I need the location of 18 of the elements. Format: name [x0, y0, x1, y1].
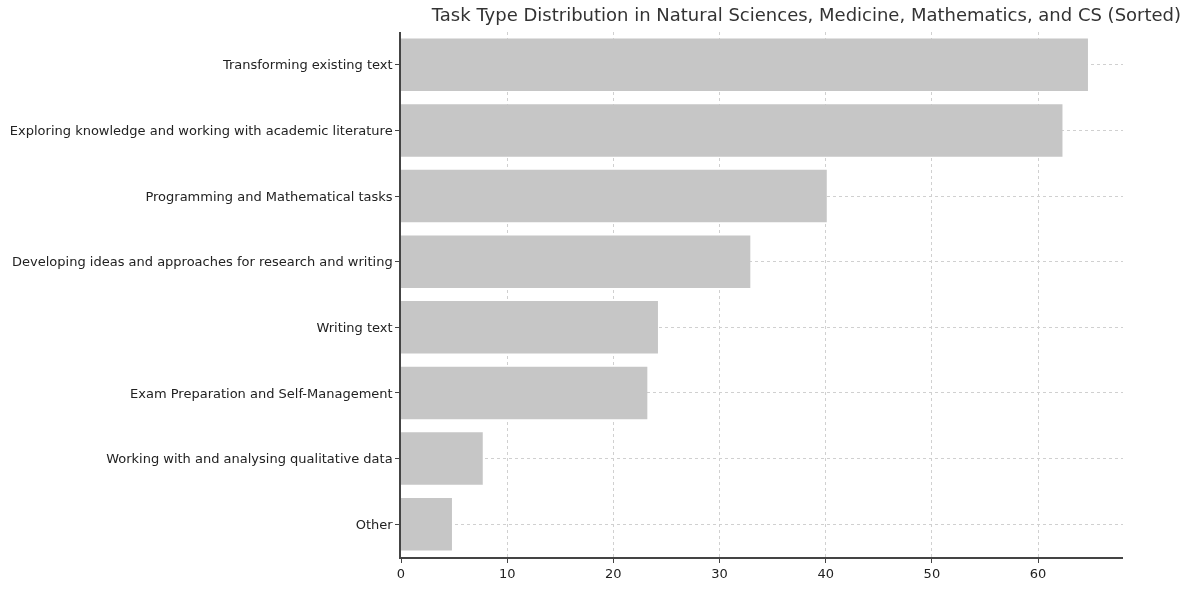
x-tick-label: 60 — [1029, 566, 1047, 582]
y-tick-label: Working with and analysing qualitative data — [106, 451, 393, 467]
y-tick-label: Transforming existing text — [221, 57, 393, 73]
y-tick-label: Writing text — [316, 319, 393, 335]
y-tick-label: Programming and Mathematical tasks — [145, 188, 393, 204]
y-tick-label: Other — [355, 516, 394, 532]
y-tick-label: Exploring knowledge and working with academic literature — [9, 122, 393, 138]
x-tick-label: 0 — [396, 566, 406, 582]
y-tick-label: Exam Preparation and Self-Management — [130, 385, 393, 401]
y-tick-label: Developing ideas and approaches for research and writing — [12, 254, 393, 270]
bar — [401, 432, 483, 485]
chart-title: Task Type Distribution in Natural Sciences, Medicine, Mathematics, and CS (Sorted) — [430, 4, 1182, 26]
bar — [401, 497, 452, 551]
x-tick-label: 30 — [711, 566, 728, 582]
x-tick-label: 50 — [923, 566, 941, 582]
x-tick-label: 40 — [817, 566, 834, 582]
x-tick-label: 20 — [605, 566, 622, 582]
x-tick-label: 10 — [498, 566, 516, 582]
